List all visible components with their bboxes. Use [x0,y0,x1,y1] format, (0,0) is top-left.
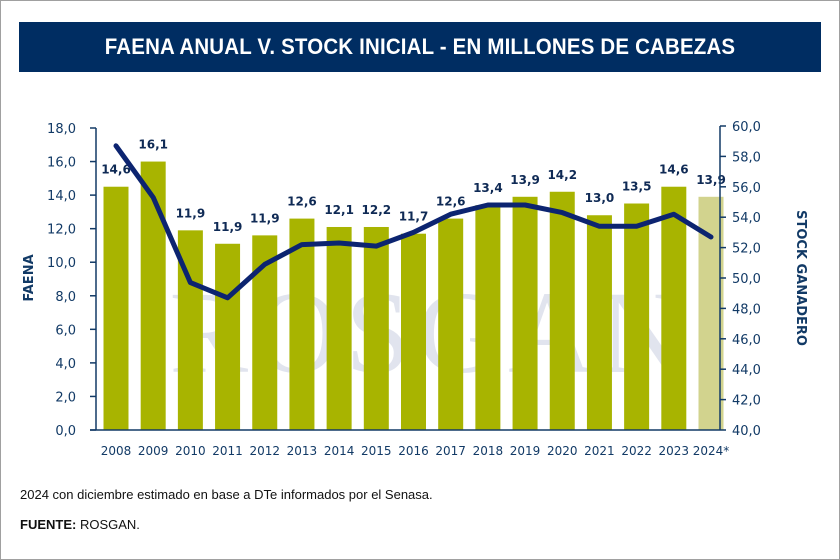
source-value: ROSGAN. [76,517,140,532]
left-tick-label: 18,0 [47,122,76,137]
right-tick-label: 52,0 [732,242,761,257]
bar-2011 [215,243,241,430]
x-axis: 2008 2009 2010 2011 2012 2013 2014 2015 2016 2017… [90,429,730,458]
bar-data-label: 12,6 [436,195,466,209]
watermark-text: ROSGAN [169,267,690,398]
x-tick-label: 2008 [101,444,132,458]
bar-data-label: 11,9 [250,211,280,225]
bar-2018 [475,205,501,430]
left-tick-label: 4,0 [55,357,76,372]
left-tick-label: 14,0 [47,189,76,204]
bar-2020 [549,191,575,430]
bar-labels: 14,6 16,1 11,9 11,9 11,9 12,6 12,1 12,2 11,7 12,6… [101,138,726,234]
footnote: 2024 con diciembre estimado en base a DT… [20,487,433,502]
x-tick-label: 2019 [510,444,541,458]
bar-data-label: 14,6 [659,163,689,177]
x-tick-label: 2012 [249,444,280,458]
bar-2019 [512,196,538,430]
bars [103,161,724,431]
right-tick-label: 54,0 [732,211,761,226]
bar-data-label: 12,6 [287,195,317,209]
bar-data-label: 13,4 [473,181,503,195]
watermark: ROSGAN [169,267,690,398]
bar-2009 [140,161,166,431]
x-tick-label: 2017 [435,444,466,458]
x-tick-label: 2020 [547,444,578,458]
bar-2022 [624,203,650,430]
source-line: FUENTE: ROSGAN. [20,517,140,532]
right-tick-label: 58,0 [732,150,761,165]
x-tick-label: 2015 [361,444,392,458]
left-tick-label: 10,0 [47,256,76,271]
left-tick-label: 8,0 [55,290,76,305]
bar-data-label: 11,9 [213,220,243,234]
bar-2008 [103,186,129,430]
left-tick-label: 12,0 [47,223,76,238]
bar-2014 [326,226,352,430]
right-tick-label: 44,0 [732,363,761,378]
left-tick-label: 0,0 [55,424,76,439]
x-tick-label: 2018 [473,444,504,458]
x-tick-label: 2013 [287,444,318,458]
bar-data-label: 14,6 [101,163,131,177]
bar-data-label: 12,1 [324,203,354,217]
bar-2012 [252,235,278,430]
bar-data-label: 12,2 [362,203,392,217]
bar-data-label: 11,7 [399,210,429,224]
stock-line-group [113,143,714,301]
x-tick-label: 2024* [693,444,730,458]
x-tick-label: 2021 [584,444,615,458]
bar-2015 [363,226,389,430]
bar-data-label: 14,2 [547,168,577,182]
x-tick-label: 2009 [138,444,169,458]
source-label: FUENTE: [20,517,77,532]
title-banner: FAENA ANUAL V. STOCK INICIAL - EN MILLON… [19,22,821,72]
right-axis: 40,0 42,0 44,0 46,0 48,0 50,0 52,0 54,0 56,0 58,0… [719,120,761,439]
bar-data-label: 16,1 [138,138,168,152]
y2-axis-label: STOCK GANADERO [793,210,808,346]
chart: ROSGAN 14,616,111,911,911,912,612,1 12,2 1… [22,120,808,458]
x-tick-label: 2011 [212,444,243,458]
left-tick-label: 6,0 [55,323,76,338]
bar-data-label: 13,0 [585,191,615,205]
x-tick-label: 2016 [398,444,429,458]
bar-data-label: 13,9 [696,173,726,187]
right-tick-label: 60,0 [732,120,761,135]
x-tick-label: 2022 [621,444,652,458]
left-tick-label: 2,0 [55,390,76,405]
bar-2013 [289,218,315,430]
right-tick-label: 56,0 [732,181,761,196]
right-tick-label: 48,0 [732,302,761,317]
bar-data-label: 13,9 [510,173,540,187]
y-axis-label: FAENA [22,254,37,301]
right-tick-label: 40,0 [732,424,761,439]
bar-data-label: 13,5 [622,180,652,194]
right-tick-label: 42,0 [732,394,761,409]
x-tick-label: 2023 [659,444,690,458]
bar-2016 [401,233,426,430]
chart-title: FAENA ANUAL V. STOCK INICIAL - EN MILLON… [104,34,736,59]
x-tick-label: 2014 [324,444,355,458]
left-axis: 0,0 2,0 4,0 6,0 8,0 10,0 12,0 14,0 16,0 18,0 [47,122,97,439]
x-tick-label: 2010 [175,444,206,458]
bar-data-label: 11,9 [176,206,206,220]
bar-2017 [438,218,464,430]
right-tick-label: 46,0 [732,333,761,348]
bar-2023 [661,186,687,430]
left-tick-label: 16,0 [47,156,76,171]
bar-2021 [586,215,612,430]
right-tick-label: 50,0 [732,272,761,287]
